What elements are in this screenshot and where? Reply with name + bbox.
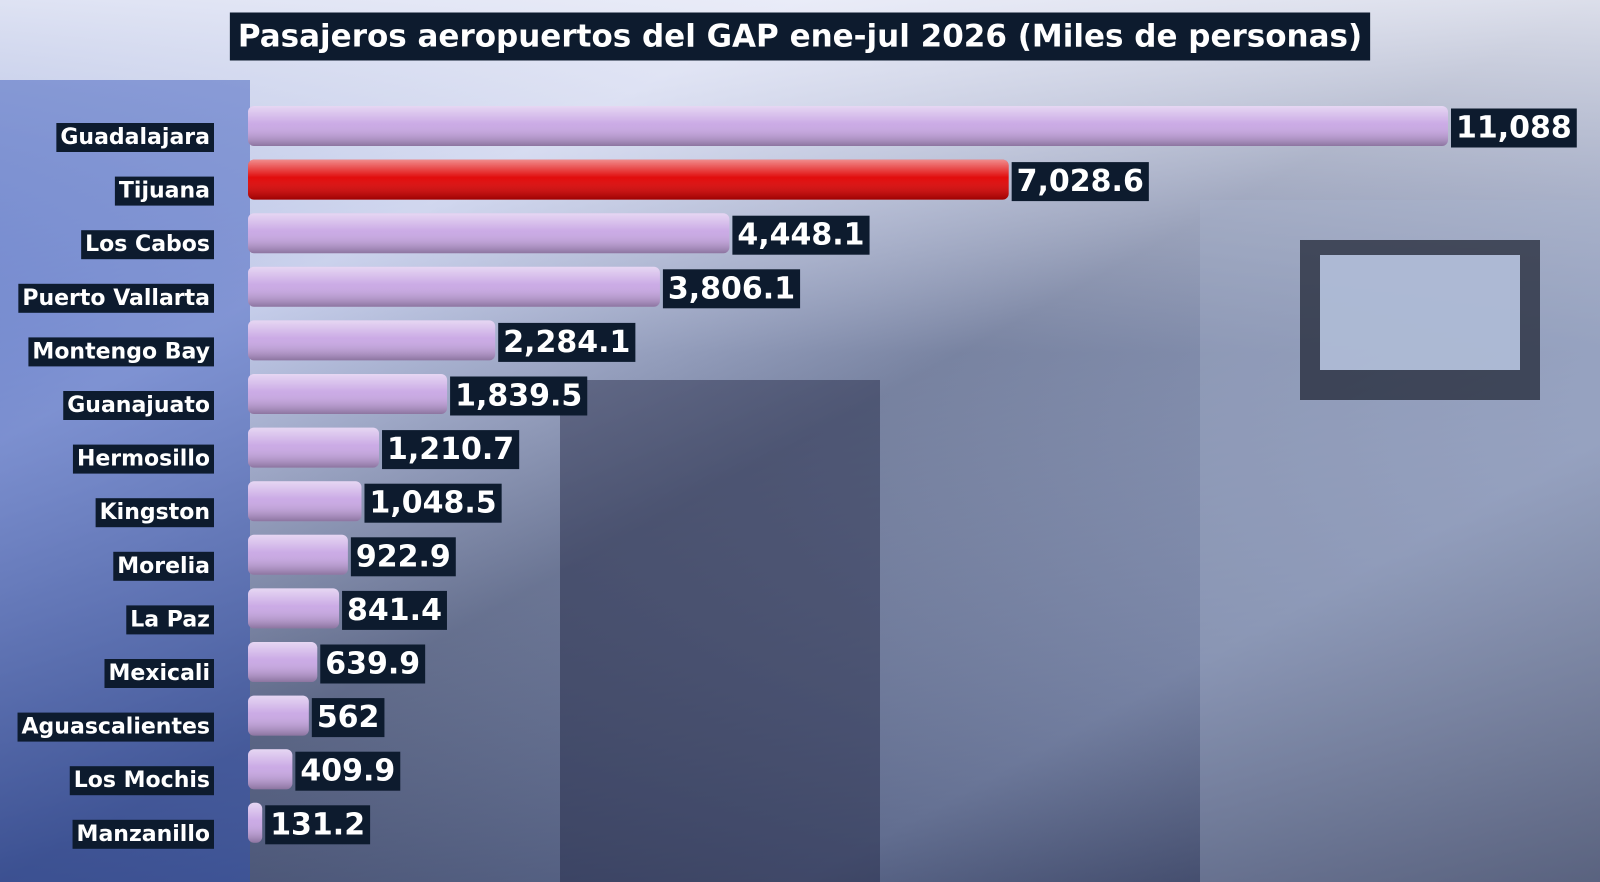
category-label: La Paz <box>130 607 210 632</box>
bar-shine <box>248 802 263 843</box>
value-label: 922.9 <box>356 539 451 574</box>
category-label: Tijuana <box>119 179 210 204</box>
value-label: 562 <box>317 700 380 735</box>
chart-title: Pasajeros aeropuertos del GAP ene-jul 20… <box>238 19 1362 55</box>
category-label-box <box>95 498 214 528</box>
value-label: 1,210.7 <box>387 432 514 467</box>
category-label: Montengo Bay <box>32 339 210 364</box>
value-label-box <box>498 322 636 362</box>
category-label-box <box>63 391 214 420</box>
bar-shine <box>248 266 660 307</box>
category-label: Guadalajara <box>60 125 210 150</box>
category-label-box <box>72 444 214 474</box>
category-label-box <box>114 176 214 206</box>
bar-shine <box>248 588 340 629</box>
bar-shine <box>248 159 1009 200</box>
bar-shine <box>248 695 309 736</box>
category-label-box <box>126 605 214 635</box>
value-label: 409.9 <box>300 754 395 789</box>
category-label: Mexicali <box>108 661 210 686</box>
title-box <box>229 12 1371 61</box>
value-label-box <box>342 590 447 630</box>
category-label: Manzanillo <box>77 822 210 847</box>
value-label: 841.4 <box>347 593 442 628</box>
value-label-box <box>732 215 870 255</box>
bar-shine <box>248 481 362 522</box>
category-label-box <box>56 123 214 152</box>
category-label-box <box>28 337 214 367</box>
category-label-box <box>72 819 214 849</box>
value-label-box <box>662 269 801 309</box>
category-label: Morelia <box>117 554 210 579</box>
category-label-box <box>104 659 214 688</box>
value-label-box <box>295 751 401 791</box>
value-label-box <box>382 430 520 470</box>
background-wall <box>0 80 250 882</box>
value-label-box <box>450 376 588 416</box>
bar-shine <box>248 427 380 468</box>
value-label-box <box>1011 162 1149 202</box>
bar-shine <box>248 749 293 790</box>
value-label: 1,839.5 <box>455 379 582 414</box>
category-label: Guanajuato <box>67 393 210 418</box>
bar-shine <box>248 320 496 361</box>
value-label: 7,028.6 <box>1017 164 1144 199</box>
value-label: 11,088 <box>1456 111 1572 146</box>
bar-shine <box>248 534 348 575</box>
category-label: Los Cabos <box>85 232 210 257</box>
value-label: 4,448.1 <box>737 218 864 253</box>
bar-shine <box>248 213 730 254</box>
value-label: 639.9 <box>325 647 420 682</box>
value-label: 2,284.1 <box>503 325 630 360</box>
value-label: 131.2 <box>270 807 365 842</box>
category-label-box <box>18 283 214 313</box>
bar-shine <box>248 106 1448 146</box>
value-label-box <box>311 698 385 738</box>
value-label-box <box>320 644 426 684</box>
value-label-box <box>350 537 456 577</box>
category-label: Hermosillo <box>77 447 210 472</box>
category-label: Puerto Vallarta <box>22 286 210 311</box>
background-screen-image <box>1320 255 1520 370</box>
category-label-box <box>113 551 214 581</box>
category-label: Los Mochis <box>74 768 210 793</box>
category-label-box <box>69 766 214 796</box>
value-label: 3,806.1 <box>668 271 795 306</box>
value-label-box <box>364 483 502 523</box>
category-label: Aguascalientes <box>22 715 210 740</box>
background-aisle <box>560 380 880 882</box>
bar-shine <box>248 374 448 414</box>
value-label-box <box>265 805 371 845</box>
category-label-box <box>81 230 214 260</box>
value-label-box <box>1451 108 1577 148</box>
category-label-box <box>17 712 214 742</box>
bar-shine <box>248 642 318 682</box>
value-label: 1,048.5 <box>369 486 496 521</box>
category-label: Kingston <box>100 500 210 525</box>
